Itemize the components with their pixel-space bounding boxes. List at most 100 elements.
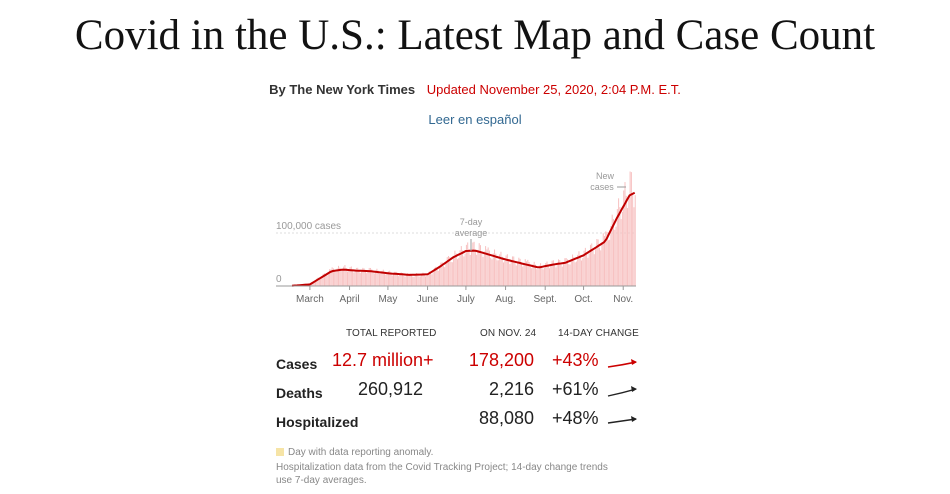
bar <box>503 262 505 286</box>
bar <box>401 273 403 286</box>
updated-timestamp: Updated November 25, 2020, 2:04 P.M. E.T… <box>426 82 681 97</box>
bar <box>494 249 496 286</box>
bar <box>569 264 571 286</box>
bar <box>321 276 323 286</box>
trend-up-arrow-icon <box>607 386 637 397</box>
bar <box>511 256 513 286</box>
bar <box>615 226 617 286</box>
bar <box>435 266 437 286</box>
bar <box>574 262 576 286</box>
bar <box>403 275 405 286</box>
spanish-link[interactable]: Leer en español <box>428 112 522 127</box>
bar <box>361 270 363 286</box>
x-tick-label: April <box>340 294 360 305</box>
change-value: +61% <box>552 379 599 399</box>
bar <box>372 272 374 286</box>
bar <box>591 243 593 286</box>
anomaly-legend: Day with data reporting anomaly. <box>276 446 433 459</box>
average-line <box>291 191 636 287</box>
total-value: 12.7 million+ <box>332 350 434 370</box>
bar <box>556 264 558 286</box>
bar <box>501 256 503 286</box>
bar <box>483 251 485 286</box>
bar <box>341 270 343 286</box>
bar <box>313 281 315 286</box>
bar <box>486 249 488 286</box>
bar <box>572 254 574 286</box>
bar <box>508 259 510 286</box>
bar <box>547 265 549 286</box>
bar <box>352 269 354 286</box>
row-label: Cases <box>276 356 318 372</box>
total-value: 260,912 <box>358 379 424 399</box>
bar <box>628 195 630 286</box>
bar <box>542 269 544 286</box>
bar <box>632 194 634 286</box>
bar <box>482 256 484 286</box>
bar <box>575 261 577 286</box>
bar <box>593 254 595 286</box>
bar <box>573 257 575 286</box>
bar <box>563 262 565 286</box>
bar <box>426 275 428 286</box>
bar <box>439 267 441 286</box>
bar <box>414 274 416 286</box>
bar <box>545 263 547 286</box>
y-tick-label: 100,000 cases <box>276 221 341 232</box>
bar <box>568 264 570 286</box>
bar <box>524 259 526 286</box>
bar <box>334 271 336 286</box>
bar <box>515 265 517 286</box>
bar <box>597 239 599 286</box>
bar <box>422 272 424 286</box>
byline: By The New York Times Updated November 2… <box>0 82 950 97</box>
bar <box>384 272 386 286</box>
bar <box>471 250 473 286</box>
bar <box>427 273 429 286</box>
bar <box>596 239 598 286</box>
anomaly-text: Day with data reporting anomaly. <box>288 447 434 458</box>
bar <box>514 262 516 286</box>
bar <box>367 270 369 286</box>
bar <box>550 265 552 286</box>
bar <box>440 262 442 286</box>
bar <box>455 253 457 286</box>
bar <box>464 253 466 286</box>
annotation-new-cases: New <box>596 171 615 181</box>
bar <box>543 267 545 286</box>
bar <box>428 271 430 286</box>
bar <box>359 273 361 286</box>
x-tick-label: Oct. <box>574 294 592 305</box>
bar <box>441 262 443 286</box>
day-value: 88,080 <box>478 408 534 428</box>
bar <box>549 268 551 286</box>
bar <box>552 260 554 286</box>
row-label: Deaths <box>276 385 323 401</box>
row-hospitalized: Hospitalized 88,080 +48% <box>276 408 646 434</box>
bar <box>474 249 476 286</box>
bar <box>353 272 355 286</box>
bar <box>322 273 324 286</box>
bar <box>629 171 631 286</box>
bar <box>405 274 407 286</box>
bar <box>634 195 636 286</box>
bar <box>408 274 410 286</box>
bar <box>557 259 559 286</box>
bar <box>492 253 494 286</box>
bar <box>504 261 506 286</box>
bar <box>418 276 420 286</box>
bar <box>609 239 611 286</box>
bar <box>611 214 613 286</box>
bar <box>329 269 331 286</box>
bar <box>460 246 462 286</box>
bar <box>410 274 412 286</box>
bar <box>389 270 391 286</box>
bar <box>348 270 350 286</box>
bar <box>588 253 590 286</box>
bar <box>325 275 327 286</box>
bar <box>375 270 377 286</box>
bar <box>540 263 542 286</box>
bar <box>450 262 452 286</box>
bar <box>371 269 373 286</box>
bar <box>346 271 348 286</box>
